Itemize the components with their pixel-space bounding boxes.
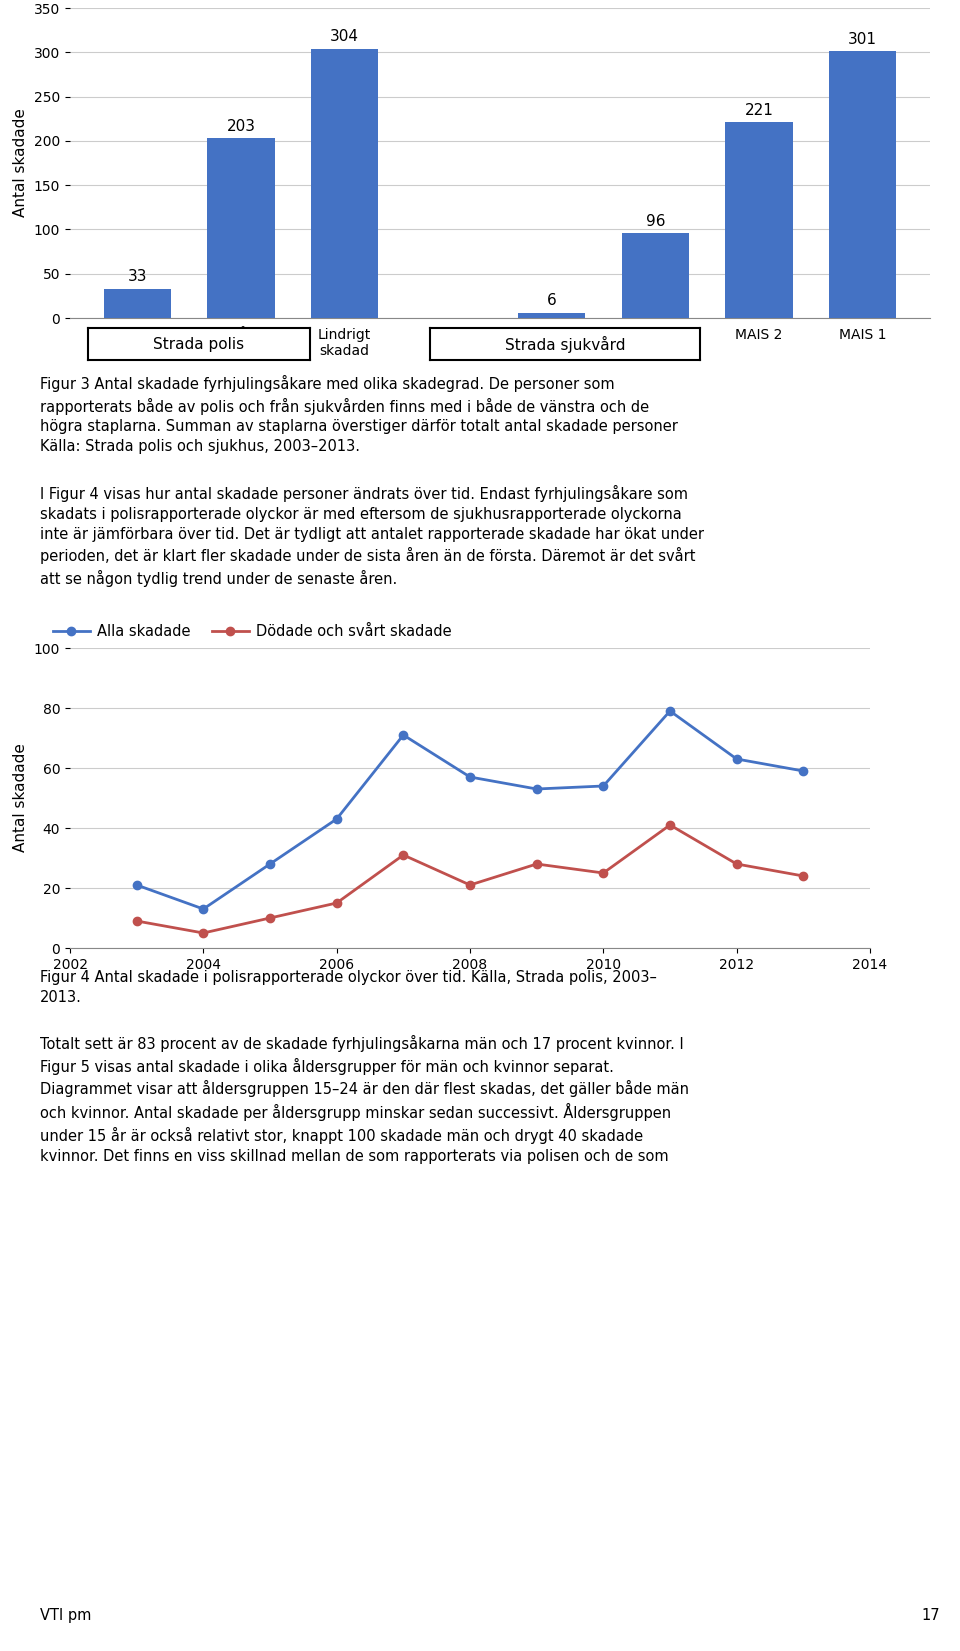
Y-axis label: Antal skadade: Antal skadade bbox=[13, 743, 29, 852]
Text: VTI pm: VTI pm bbox=[40, 1608, 91, 1623]
Bar bbox=[726, 122, 793, 319]
Text: 17: 17 bbox=[922, 1608, 940, 1623]
Text: 221: 221 bbox=[745, 102, 774, 117]
Text: Figur 3 Antal skadade fyrhjulingsåkare med olika skadegrad. De personer som
rapp: Figur 3 Antal skadade fyrhjulingsåkare m… bbox=[40, 375, 678, 454]
Text: 203: 203 bbox=[227, 119, 255, 134]
Bar bbox=[207, 139, 275, 319]
Text: Strada sjukvård: Strada sjukvård bbox=[505, 335, 625, 353]
Text: I Figur 4 visas hur antal skadade personer ändrats över tid. Endast fyrhjulingså: I Figur 4 visas hur antal skadade person… bbox=[40, 485, 704, 586]
Text: 33: 33 bbox=[128, 269, 147, 284]
Text: Strada polis: Strada polis bbox=[154, 337, 245, 352]
Y-axis label: Antal skadade: Antal skadade bbox=[13, 109, 29, 218]
Text: Figur 4 Antal skadade i polisrapporterade olyckor över tid. Källa, Strada polis,: Figur 4 Antal skadade i polisrapporterad… bbox=[40, 971, 657, 1005]
Text: 301: 301 bbox=[848, 31, 877, 46]
Bar bbox=[829, 51, 897, 319]
Legend: Alla skadade, Dödade och svårt skadade: Alla skadade, Dödade och svårt skadade bbox=[47, 619, 458, 646]
Bar bbox=[104, 289, 171, 319]
Text: Totalt sett är 83 procent av de skadade fyrhjulingsåkarna män och 17 procent kvi: Totalt sett är 83 procent av de skadade … bbox=[40, 1035, 689, 1164]
Bar bbox=[311, 50, 378, 319]
Text: 6: 6 bbox=[547, 294, 557, 309]
Bar bbox=[622, 233, 689, 319]
Text: 96: 96 bbox=[646, 213, 665, 228]
Bar bbox=[518, 312, 586, 319]
Text: 304: 304 bbox=[330, 30, 359, 45]
